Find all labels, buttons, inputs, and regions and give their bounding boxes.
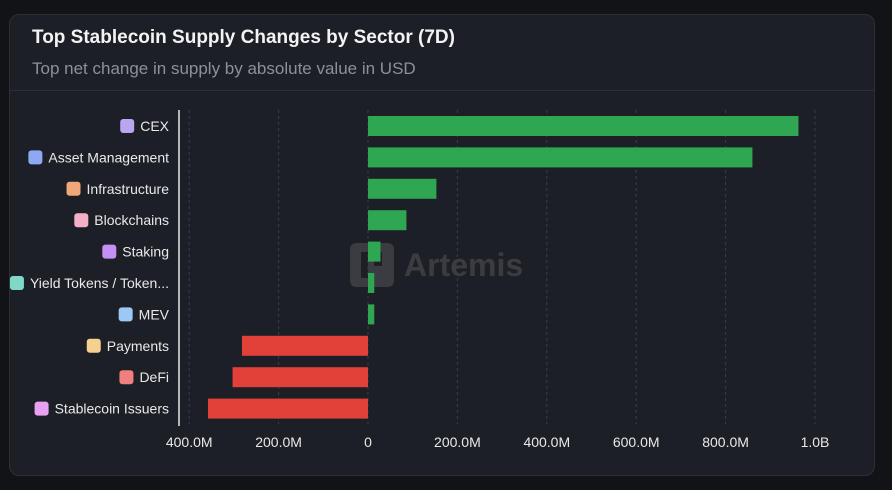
x-tick-label: 1.0B bbox=[801, 434, 830, 450]
category-label: Infrastructure bbox=[87, 181, 170, 197]
category-label: DeFi bbox=[139, 369, 169, 385]
chart-title: Top Stablecoin Supply Changes by Sector … bbox=[32, 27, 455, 48]
x-tick-label: 200.0M bbox=[434, 434, 481, 450]
bar bbox=[368, 241, 381, 262]
bank-icon bbox=[120, 119, 135, 133]
bar bbox=[368, 116, 799, 136]
watermark-text: Artemis bbox=[404, 246, 524, 283]
bar bbox=[368, 178, 437, 199]
bar bbox=[241, 335, 368, 356]
category-label: Asset Management bbox=[48, 149, 169, 165]
infrastructure-icon bbox=[66, 181, 81, 196]
bar bbox=[368, 147, 753, 168]
yield-token-icon bbox=[9, 276, 24, 290]
category-label: CEX bbox=[140, 118, 169, 134]
category-label: MEV bbox=[139, 306, 170, 322]
chart-card: Top Stablecoin Supply Changes by Sector … bbox=[9, 14, 875, 476]
defi-icon bbox=[119, 370, 134, 385]
bar bbox=[232, 367, 368, 388]
header-divider bbox=[10, 90, 874, 91]
asset-management-icon bbox=[28, 150, 43, 165]
x-tick-label: 400.0M bbox=[166, 434, 213, 450]
stablecoin-issuer-icon bbox=[34, 401, 49, 416]
mev-icon bbox=[118, 307, 133, 322]
staking-icon bbox=[102, 244, 117, 259]
chart-subtitle: Top net change in supply by absolute val… bbox=[32, 59, 416, 78]
x-tick-label: 200.0M bbox=[255, 434, 302, 450]
x-tick-label: 400.0M bbox=[523, 434, 570, 450]
x-tick-label: 600.0M bbox=[613, 434, 660, 450]
bar bbox=[368, 273, 375, 293]
blockchain-cube-icon bbox=[74, 213, 89, 228]
bar bbox=[368, 210, 407, 231]
category-label: Blockchains bbox=[94, 212, 169, 228]
bar bbox=[207, 398, 368, 419]
bar bbox=[368, 304, 375, 325]
category-label: Payments bbox=[107, 338, 169, 354]
x-tick-label: 800.0M bbox=[702, 434, 749, 450]
x-tick-label: 0 bbox=[364, 434, 372, 450]
category-label: Yield Tokens / Token... bbox=[30, 275, 169, 291]
category-label: Staking bbox=[122, 244, 169, 260]
category-label: Stablecoin Issuers bbox=[55, 401, 169, 417]
payments-icon bbox=[86, 338, 101, 353]
